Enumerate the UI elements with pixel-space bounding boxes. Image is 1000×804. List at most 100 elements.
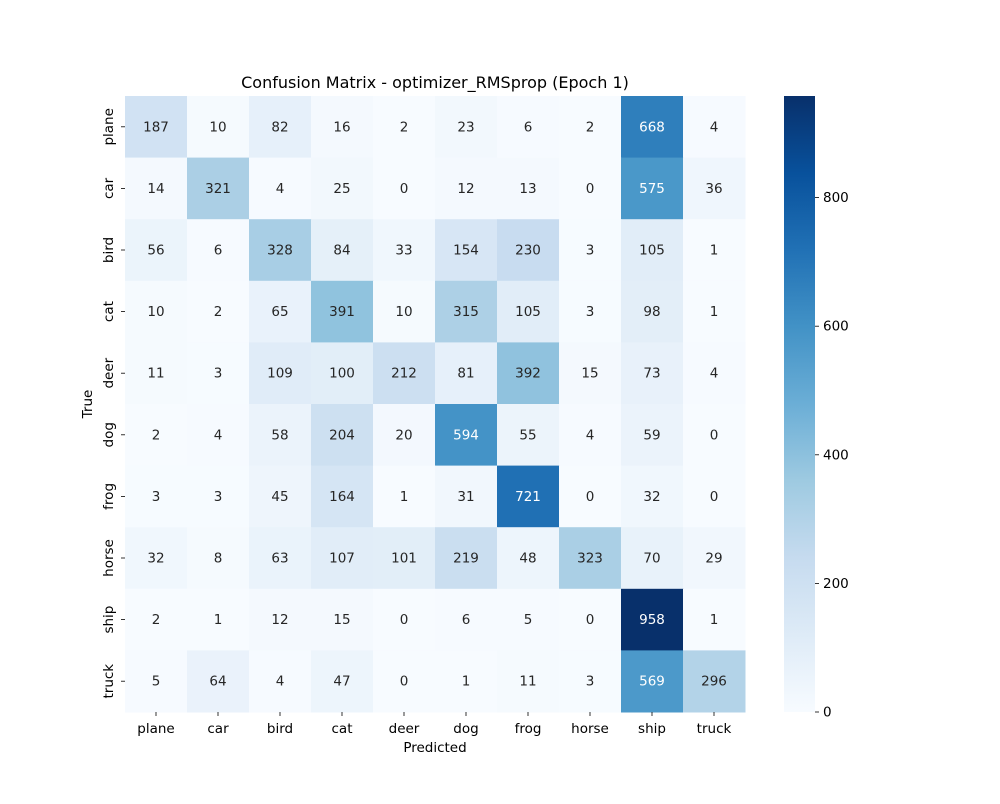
cell-value-label: 3 bbox=[214, 489, 223, 505]
heatmap-cell bbox=[435, 280, 498, 343]
cell-value-label: 84 bbox=[333, 243, 350, 259]
heatmap-cell bbox=[683, 280, 746, 343]
x-axis: plane car bird cat deer dog frog horse ship truck bbox=[137, 712, 732, 737]
x-tick-label: horse bbox=[571, 721, 609, 737]
cell-value-label: 12 bbox=[271, 612, 288, 628]
heatmap-cell bbox=[311, 342, 374, 405]
cell-value-label: 4 bbox=[276, 181, 285, 197]
heatmap-cell bbox=[249, 588, 312, 651]
heatmap-cell bbox=[311, 96, 374, 159]
cell-value-label: 569 bbox=[639, 674, 665, 690]
x-tick-label: deer bbox=[389, 721, 420, 737]
heatmap-cell bbox=[125, 342, 188, 405]
heatmap-cell bbox=[683, 96, 746, 159]
x-tick-label: bird bbox=[267, 721, 293, 737]
cell-value-label: 16 bbox=[333, 119, 350, 135]
heatmap-cell bbox=[187, 280, 250, 343]
heatmap-cell bbox=[497, 219, 560, 282]
cell-value-label: 296 bbox=[701, 674, 727, 690]
cell-value-label: 1 bbox=[462, 674, 471, 690]
heatmap-cells bbox=[125, 96, 746, 713]
cell-value-label: 109 bbox=[267, 366, 293, 382]
cell-value-label: 81 bbox=[457, 366, 474, 382]
heatmap-cell bbox=[373, 588, 436, 651]
heatmap-cell bbox=[373, 280, 436, 343]
heatmap-cell bbox=[249, 157, 312, 220]
heatmap-cell bbox=[435, 465, 498, 528]
heatmap-cell bbox=[311, 527, 374, 590]
cell-value-label: 0 bbox=[586, 612, 595, 628]
heatmap-cell bbox=[187, 157, 250, 220]
cell-value-label: 2 bbox=[152, 427, 161, 443]
heatmap-cell bbox=[125, 465, 188, 528]
heatmap-cell bbox=[435, 650, 498, 713]
cell-value-label: 204 bbox=[329, 427, 355, 443]
heatmap-cell bbox=[187, 342, 250, 405]
cell-value-label: 3 bbox=[152, 489, 161, 505]
heatmap-cell bbox=[435, 527, 498, 590]
heatmap-cell bbox=[373, 527, 436, 590]
cell-value-label: 33 bbox=[395, 243, 412, 259]
heatmap-cell bbox=[435, 96, 498, 159]
cell-value-label: 11 bbox=[147, 366, 164, 382]
cell-value-label: 668 bbox=[639, 119, 665, 135]
cell-value-label: 5 bbox=[524, 612, 533, 628]
heatmap-cell bbox=[311, 588, 374, 651]
heatmap-cell bbox=[311, 280, 374, 343]
cell-value-label: 100 bbox=[329, 366, 355, 382]
cell-value-label: 31 bbox=[457, 489, 474, 505]
heatmap-cell bbox=[621, 650, 684, 713]
y-tick-label: frog bbox=[101, 483, 117, 510]
cell-value-label: 64 bbox=[209, 674, 226, 690]
heatmap-cell bbox=[311, 650, 374, 713]
cell-value-label: 2 bbox=[400, 119, 409, 135]
heatmap-cell bbox=[683, 219, 746, 282]
cell-value-label: 32 bbox=[147, 551, 164, 567]
heatmap-cell bbox=[683, 157, 746, 220]
heatmap-cell bbox=[559, 280, 622, 343]
cell-value-label: 55 bbox=[519, 427, 536, 443]
cell-value-label: 0 bbox=[586, 181, 595, 197]
heatmap-cell bbox=[497, 96, 560, 159]
heatmap-cell bbox=[559, 219, 622, 282]
colorbar-tick-label: 400 bbox=[823, 447, 849, 463]
heatmap-cell bbox=[497, 527, 560, 590]
cell-value-label: 45 bbox=[271, 489, 288, 505]
heatmap-cell bbox=[497, 588, 560, 651]
heatmap-cell bbox=[187, 96, 250, 159]
heatmap-cell bbox=[559, 404, 622, 467]
heatmap-cell bbox=[621, 219, 684, 282]
cell-value-label: 13 bbox=[519, 181, 536, 197]
cell-value-label: 328 bbox=[267, 243, 293, 259]
cell-value-label: 0 bbox=[400, 612, 409, 628]
cell-value-label: 20 bbox=[395, 427, 412, 443]
heatmap-cell bbox=[497, 342, 560, 405]
cell-value-label: 0 bbox=[400, 674, 409, 690]
heatmap-cell bbox=[249, 342, 312, 405]
cell-value-label: 70 bbox=[643, 551, 660, 567]
cell-value-label: 59 bbox=[643, 427, 660, 443]
colorbar-tick-label: 0 bbox=[823, 705, 832, 721]
heatmap-cell bbox=[621, 342, 684, 405]
cell-value-label: 47 bbox=[333, 674, 350, 690]
heatmap-cell bbox=[187, 465, 250, 528]
cell-value-label: 721 bbox=[515, 489, 541, 505]
cell-value-label: 4 bbox=[276, 674, 285, 690]
x-tick-label: truck bbox=[697, 721, 732, 737]
y-tick-label: dog bbox=[101, 422, 117, 447]
heatmap-cell bbox=[373, 650, 436, 713]
heatmap-cell bbox=[125, 588, 188, 651]
cell-value-label: 1 bbox=[400, 489, 409, 505]
heatmap-cell bbox=[683, 527, 746, 590]
heatmap-cell bbox=[621, 404, 684, 467]
heatmap-cell bbox=[187, 588, 250, 651]
cell-value-label: 1 bbox=[214, 612, 223, 628]
cell-value-label: 187 bbox=[143, 119, 169, 135]
cell-value-label: 6 bbox=[462, 612, 471, 628]
heatmap-cell bbox=[249, 96, 312, 159]
cell-value-label: 219 bbox=[453, 551, 479, 567]
heatmap-cell bbox=[249, 527, 312, 590]
heatmap-cell bbox=[621, 588, 684, 651]
heatmap-cell bbox=[497, 157, 560, 220]
heatmap-cell bbox=[559, 588, 622, 651]
